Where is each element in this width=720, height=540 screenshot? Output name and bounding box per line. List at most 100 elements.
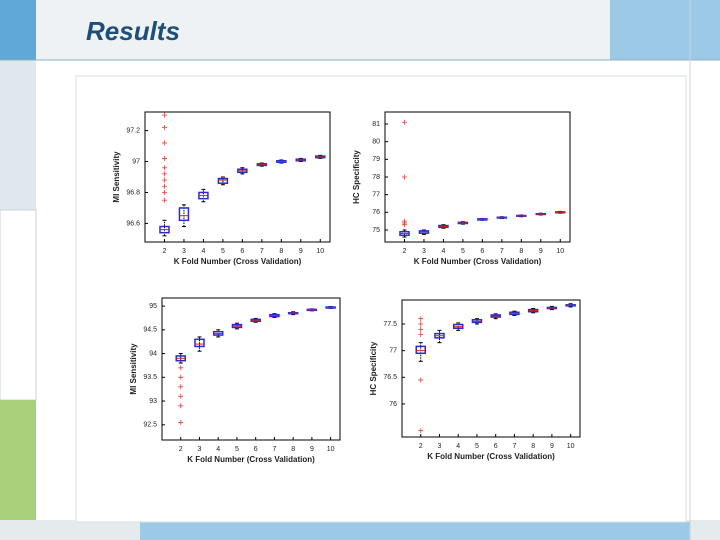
x-tick-label: 2 xyxy=(419,443,423,450)
y-tick-label: 97.2 xyxy=(126,127,140,134)
deco-block xyxy=(610,0,720,60)
x-tick-label: 6 xyxy=(480,248,484,255)
y-tick-label: 96.8 xyxy=(126,189,140,196)
deco-block xyxy=(0,60,36,210)
outlier xyxy=(401,119,407,125)
x-tick-label: 2 xyxy=(403,248,407,255)
x-tick-label: 8 xyxy=(531,443,535,450)
x-tick-label: 4 xyxy=(201,248,205,255)
x-tick-label: 4 xyxy=(456,443,460,450)
x-tick-label: 5 xyxy=(221,248,225,255)
x-tick-label: 5 xyxy=(235,446,239,453)
y-tick-label: 81 xyxy=(372,121,380,128)
outlier xyxy=(161,112,167,118)
y-tick-label: 97 xyxy=(132,158,140,165)
box xyxy=(415,345,426,355)
outlier xyxy=(178,374,184,380)
box xyxy=(178,207,190,222)
y-tick-label: 93 xyxy=(149,398,157,405)
outlier xyxy=(161,183,167,189)
slide-title: Results xyxy=(86,16,180,46)
x-axis-label: K Fold Number (Cross Validation) xyxy=(427,452,555,461)
y-tick-label: 95 xyxy=(149,303,157,310)
x-tick-label: 6 xyxy=(240,248,244,255)
deco-block xyxy=(0,209,37,401)
box xyxy=(194,338,205,348)
y-tick-label: 78 xyxy=(372,174,380,181)
outlier xyxy=(161,177,167,183)
outlier xyxy=(161,165,167,171)
y-tick-label: 76.5 xyxy=(383,374,397,381)
x-tick-label: 8 xyxy=(519,248,523,255)
x-tick-label: 7 xyxy=(500,248,504,255)
y-tick-label: 80 xyxy=(372,139,380,146)
x-axis-label: K Fold Number (Cross Validation) xyxy=(414,257,542,266)
x-tick-label: 10 xyxy=(556,248,564,255)
x-tick-label: 3 xyxy=(198,446,202,453)
plot-frame xyxy=(401,299,581,438)
x-tick-label: 8 xyxy=(279,248,283,255)
x-tick-label: 4 xyxy=(441,248,445,255)
x-tick-label: 7 xyxy=(272,446,276,453)
x-tick-label: 2 xyxy=(179,446,183,453)
y-axis-label: HC Specificity xyxy=(352,150,361,204)
outlier xyxy=(161,189,167,195)
x-tick-label: 9 xyxy=(550,443,554,450)
outlier xyxy=(161,124,167,130)
x-tick-label: 9 xyxy=(539,248,543,255)
outlier xyxy=(401,174,407,180)
outlier xyxy=(161,171,167,177)
plot-frame xyxy=(384,111,571,243)
y-tick-label: 79 xyxy=(372,156,380,163)
box xyxy=(217,177,229,184)
y-tick-label: 77 xyxy=(389,347,397,354)
x-tick-label: 2 xyxy=(163,248,167,255)
deco-block xyxy=(0,0,36,60)
x-tick-label: 3 xyxy=(422,248,426,255)
outlier xyxy=(178,403,184,409)
outlier xyxy=(178,365,184,371)
outlier xyxy=(418,321,424,327)
y-axis-label: MI Sensitivity xyxy=(112,151,121,203)
x-tick-label: 7 xyxy=(512,443,516,450)
outlier xyxy=(418,377,424,383)
y-tick-label: 77 xyxy=(372,192,380,199)
x-tick-label: 10 xyxy=(567,443,575,450)
outlier xyxy=(178,384,184,390)
x-tick-label: 9 xyxy=(299,248,303,255)
outlier xyxy=(418,326,424,332)
x-tick-label: 3 xyxy=(182,248,186,255)
outlier xyxy=(178,419,184,425)
outlier xyxy=(418,316,424,322)
y-tick-label: 76 xyxy=(372,209,380,216)
outlier xyxy=(178,393,184,399)
x-tick-label: 10 xyxy=(327,446,335,453)
plot-frame xyxy=(144,111,331,243)
y-axis-label: HC Specificity xyxy=(369,341,378,395)
x-tick-label: 6 xyxy=(494,443,498,450)
y-tick-label: 92.5 xyxy=(143,422,157,429)
x-tick-label: 7 xyxy=(260,248,264,255)
outlier xyxy=(418,332,424,338)
x-tick-label: 10 xyxy=(316,248,324,255)
y-axis-label: MI Sensitivity xyxy=(129,343,138,395)
y-tick-label: 94.5 xyxy=(143,327,157,334)
x-tick-label: 3 xyxy=(438,443,442,450)
x-tick-label: 4 xyxy=(216,446,220,453)
x-tick-label: 5 xyxy=(475,443,479,450)
x-tick-label: 6 xyxy=(254,446,258,453)
y-tick-label: 96.6 xyxy=(126,220,140,227)
outlier xyxy=(418,428,424,434)
y-tick-label: 75 xyxy=(372,227,380,234)
deco-block xyxy=(0,400,36,520)
x-axis-label: K Fold Number (Cross Validation) xyxy=(174,257,302,266)
outlier xyxy=(161,140,167,146)
outlier xyxy=(161,197,167,203)
outlier xyxy=(401,218,407,224)
outlier xyxy=(161,155,167,161)
y-tick-label: 76 xyxy=(389,401,397,408)
y-tick-label: 93.5 xyxy=(143,374,157,381)
deco-block xyxy=(140,522,690,540)
header-band xyxy=(36,0,720,60)
